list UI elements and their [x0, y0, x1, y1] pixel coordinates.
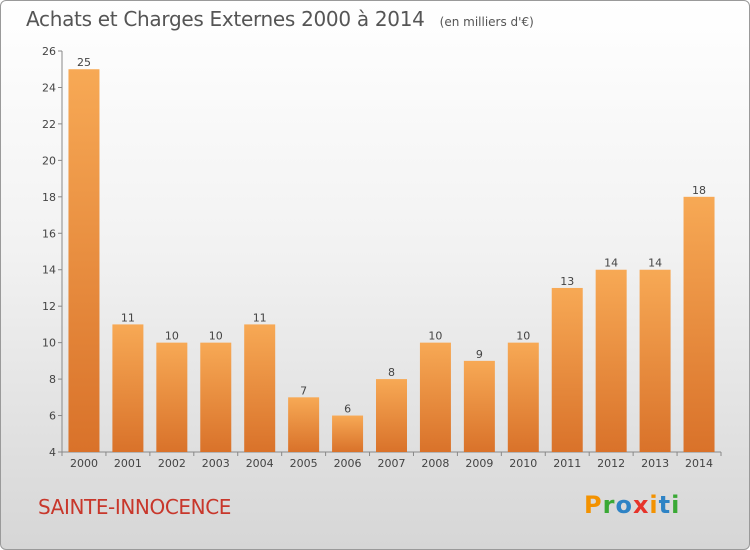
title-row: Achats et Charges Externes 2000 à 2014 (…	[26, 7, 534, 31]
data-label-2000: 25	[77, 56, 91, 69]
bar-2009	[463, 360, 495, 452]
bar-2000	[68, 69, 100, 453]
y-tick-label: 26	[42, 45, 56, 58]
bar-2004	[244, 324, 276, 452]
data-label-2009: 9	[476, 348, 483, 361]
y-tick-label: 8	[49, 373, 56, 386]
bar-2007	[376, 379, 407, 452]
x-tick-label: 2010	[509, 457, 537, 470]
x-tick-label: 2001	[114, 457, 142, 470]
y-tick-label: 18	[42, 191, 56, 204]
bar-2008	[419, 342, 451, 452]
bar-2001	[112, 324, 144, 452]
data-label-2007: 8	[388, 366, 395, 379]
y-tick-label: 20	[42, 154, 56, 167]
logo-letter: t	[658, 491, 672, 519]
y-tick-label: 22	[42, 118, 56, 131]
axes: 4 6 8 10 12 14 16 18 20 22 24 26 2000 2001 2002 2003 200…	[42, 45, 722, 470]
y-tick-label: 10	[42, 337, 56, 350]
bar-2013	[639, 269, 671, 452]
town-name: SAINTE-INNOCENCE	[38, 495, 232, 519]
data-label-2011: 13	[560, 275, 574, 288]
x-tick-label: 2003	[202, 457, 230, 470]
y-tick-label: 14	[42, 264, 56, 277]
data-label-2001: 11	[121, 311, 135, 324]
data-label-2006: 6	[344, 403, 351, 416]
chart-title: Achats et Charges Externes 2000 à 2014	[26, 7, 425, 31]
y-tick-label: 12	[42, 300, 56, 313]
bar-2010	[507, 342, 539, 452]
data-label-2003: 10	[209, 330, 223, 343]
chart-subtitle: (en milliers d'€)	[439, 15, 534, 29]
data-label-2005: 7	[300, 384, 307, 397]
logo-letter: i	[649, 491, 659, 519]
logo-letter: o	[615, 491, 633, 519]
data-label-2013: 14	[648, 257, 662, 270]
x-tick-label: 2011	[553, 457, 581, 470]
x-tick-label: 2012	[597, 457, 625, 470]
bar-2006	[332, 415, 364, 452]
y-tick-label: 6	[49, 410, 56, 423]
x-tick-label: 2014	[685, 457, 713, 470]
x-tick-label: 2004	[246, 457, 274, 470]
x-tick-label: 2013	[641, 457, 669, 470]
x-tick-label: 2002	[158, 457, 186, 470]
x-tick-label: 2000	[70, 457, 98, 470]
bar-2012	[595, 269, 627, 452]
y-tick-label: 24	[42, 81, 56, 94]
logo-letter: i	[671, 491, 681, 519]
logo-letter: x	[632, 491, 650, 519]
bar-2011	[551, 287, 583, 452]
proxiti-logo[interactable]: Proxiti	[584, 491, 680, 519]
logo-letter: r	[602, 491, 616, 519]
bar-2002	[156, 342, 188, 452]
bar-2014	[683, 196, 715, 452]
x-tick-label: 2005	[290, 457, 318, 470]
x-tick-label: 2008	[421, 457, 449, 470]
x-tick-label: 2006	[334, 457, 362, 470]
data-label-2008: 10	[428, 330, 442, 343]
y-tick-label: 16	[42, 227, 56, 240]
data-labels: 25 11 10 10 11 7 6 8 10 9 10 13 14 14 18	[77, 56, 706, 415]
data-label-2010: 10	[516, 330, 530, 343]
logo-letter: P	[584, 491, 603, 519]
data-label-2012: 14	[604, 257, 618, 270]
bars	[68, 69, 715, 453]
x-tick-label: 2009	[465, 457, 493, 470]
bar-2003	[200, 342, 232, 452]
data-label-2002: 10	[165, 330, 179, 343]
y-tick-label: 4	[49, 446, 56, 459]
bar-2005	[288, 397, 320, 452]
data-label-2004: 11	[253, 311, 267, 324]
data-label-2014: 18	[692, 184, 706, 197]
x-tick-label: 2007	[378, 457, 406, 470]
